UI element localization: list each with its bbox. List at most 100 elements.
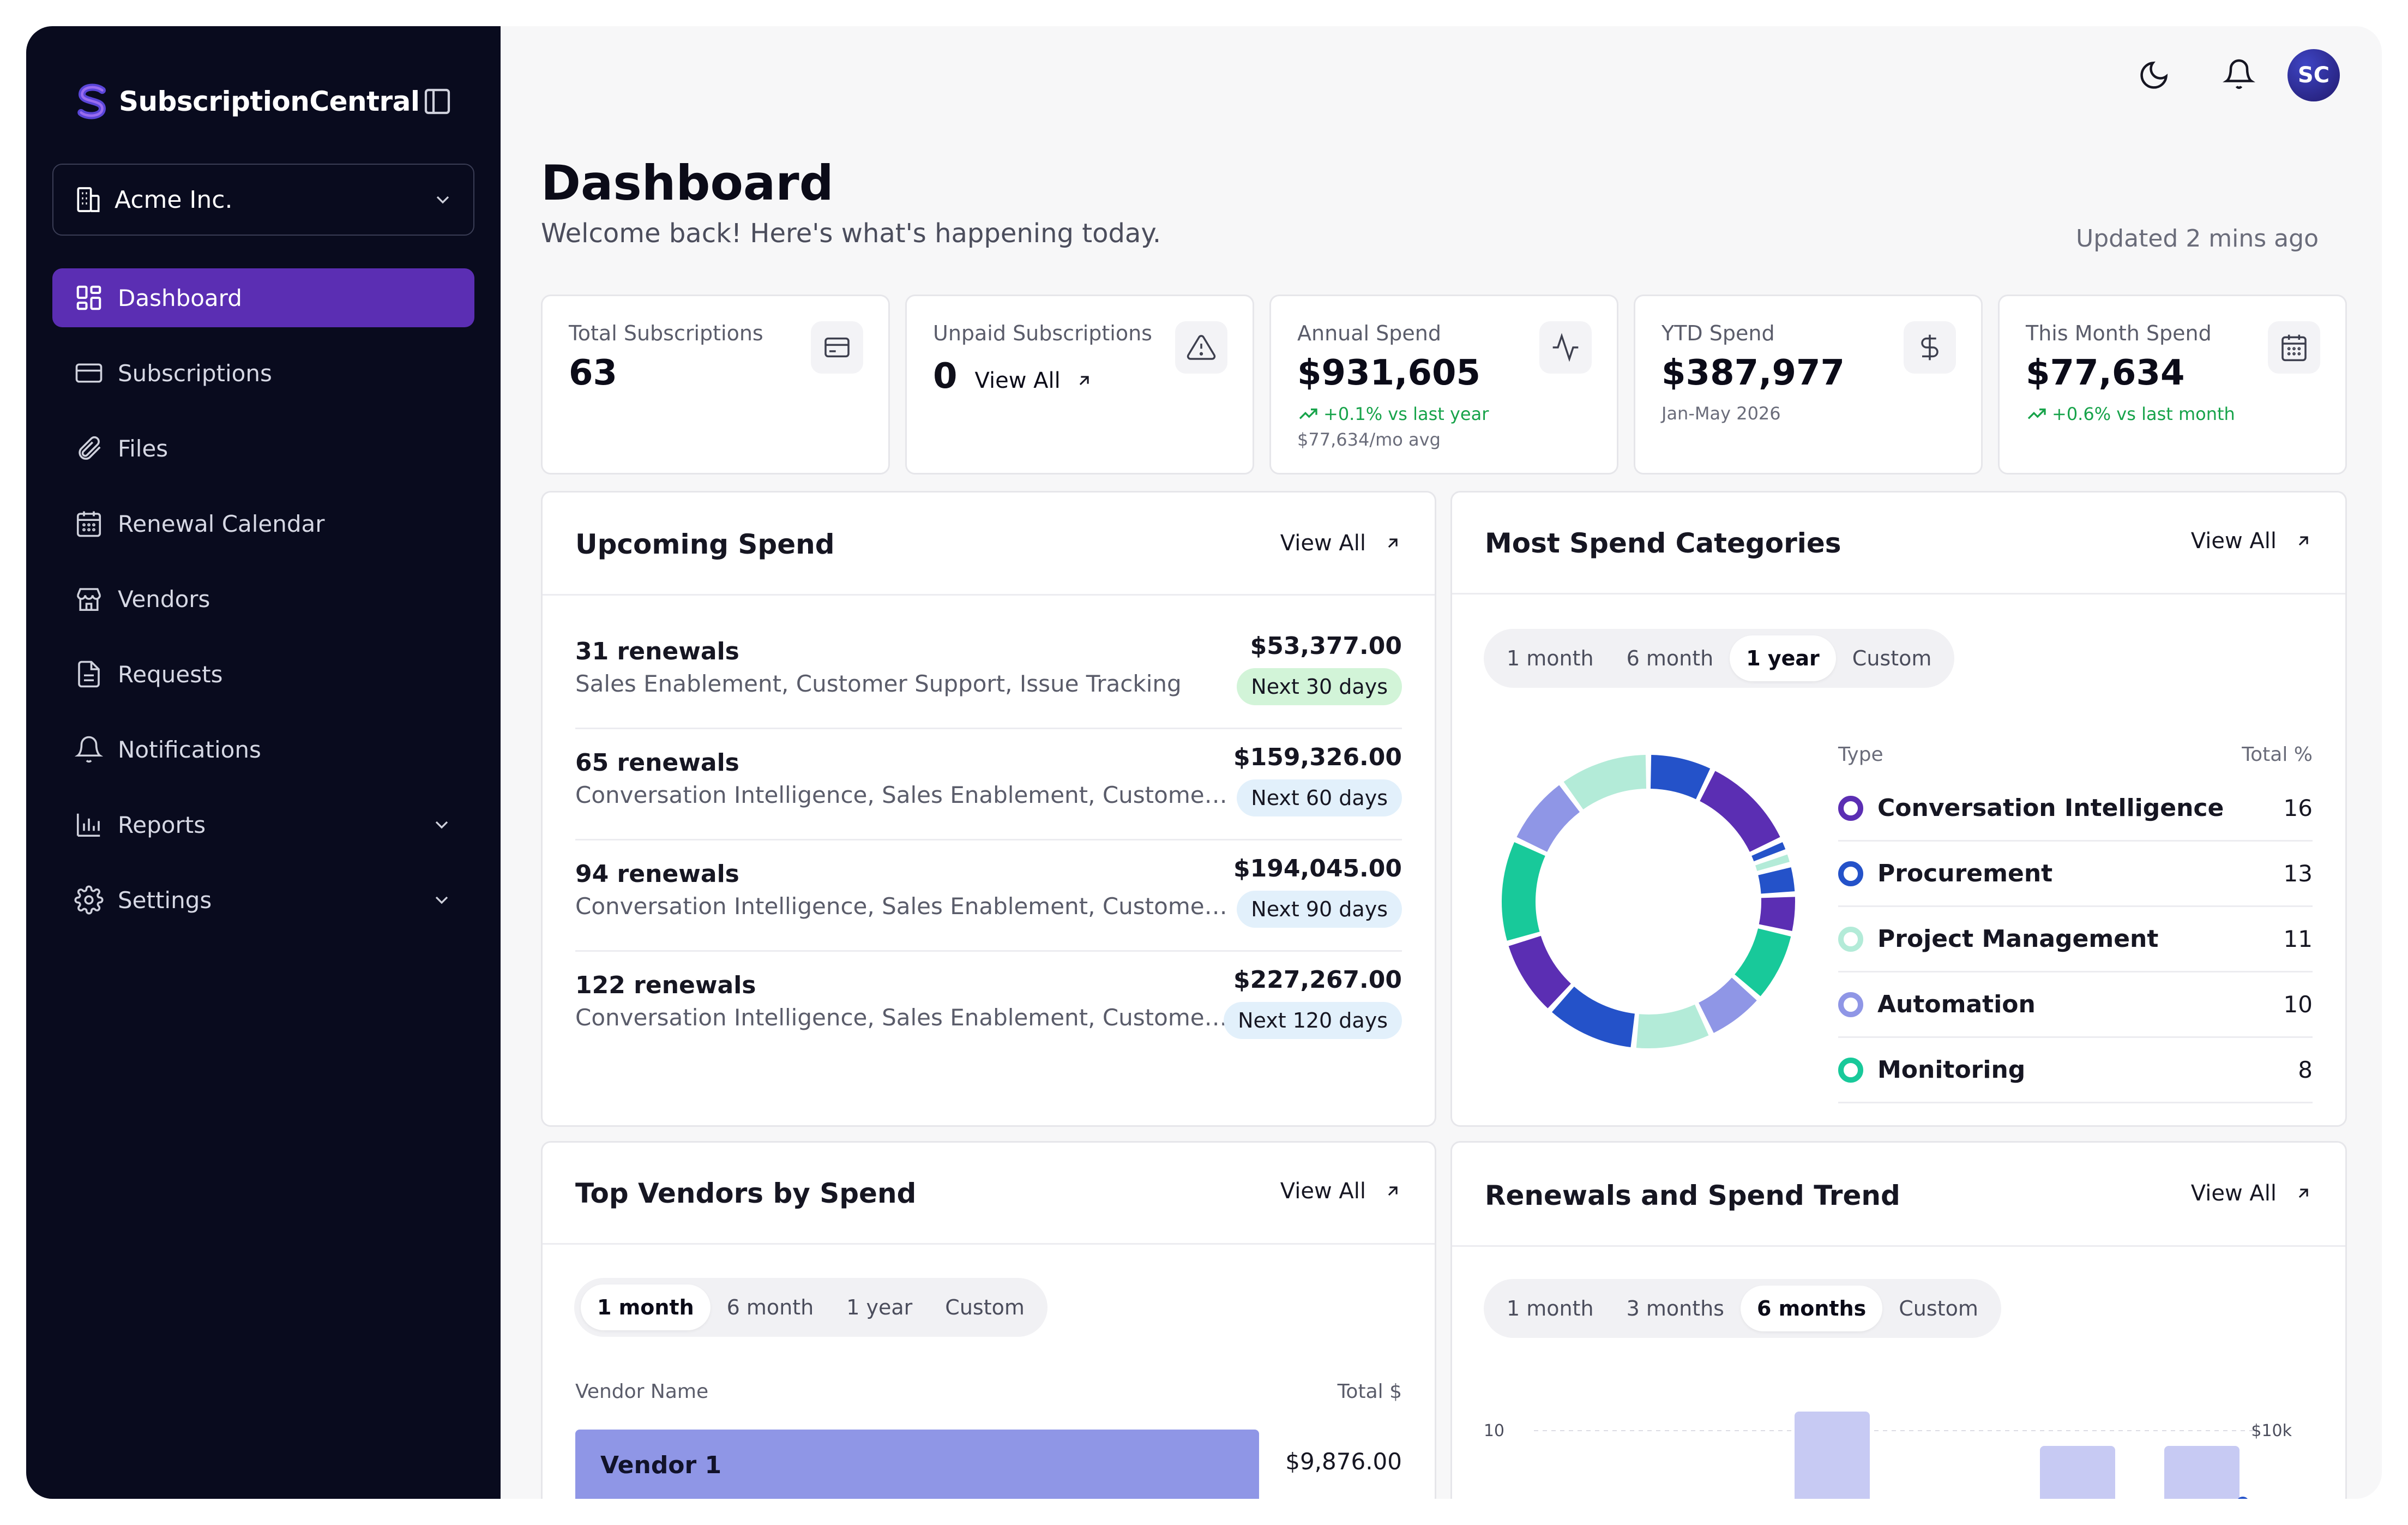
tab-6-month[interactable]: 6 month xyxy=(1626,646,1714,670)
renewal-count: 31 renewals xyxy=(575,638,739,665)
page-title: Dashboard xyxy=(541,155,834,211)
stat-card-annual-spend[interactable]: Annual Spend $931,605 +0.1% vs last year… xyxy=(1269,295,1618,475)
gear-icon xyxy=(74,885,104,915)
donut-segment[interactable] xyxy=(1759,897,1795,931)
dark-mode-moon-icon[interactable] xyxy=(2138,59,2170,92)
stat-icon-box xyxy=(1175,321,1227,374)
vendors-view-all-link[interactable]: View All xyxy=(1280,1179,1402,1204)
page-subtitle: Welcome back! Here's what's happening to… xyxy=(541,218,1161,249)
sidebar-item-requests[interactable]: Requests xyxy=(52,645,474,704)
donut-segment[interactable] xyxy=(1636,1004,1709,1048)
donut-segment[interactable] xyxy=(1502,842,1546,941)
donut-segment[interactable] xyxy=(1650,755,1711,800)
axis-tick-label: $10k xyxy=(2251,1421,2292,1440)
renewal-row[interactable]: 31 renewals Sales Enablement, Customer S… xyxy=(575,618,1402,729)
legend-row[interactable]: Procurement 13 xyxy=(1838,842,2313,907)
stat-card-ytd-spend[interactable]: YTD Spend $387,977 Jan-May 2026 xyxy=(1634,295,1983,475)
trend-bar[interactable] xyxy=(1795,1412,1870,1499)
legend-label: Procurement xyxy=(1877,860,2053,887)
renewal-row[interactable]: 94 renewals Conversation Intelligence, S… xyxy=(575,840,1402,952)
donut-segment[interactable] xyxy=(1734,928,1791,996)
donut-segment[interactable] xyxy=(1755,854,1790,872)
org-selector[interactable]: Acme Inc. xyxy=(52,164,474,236)
last-updated: Updated 2 mins ago xyxy=(2076,225,2319,253)
legend-label: Project Management xyxy=(1877,925,2159,953)
tab-6-month[interactable]: 6 month xyxy=(726,1295,814,1319)
legend-row[interactable]: Automation 10 xyxy=(1838,972,2313,1038)
tab-1-year[interactable]: 1 year xyxy=(1730,635,1836,681)
tab-1-month[interactable]: 1 month xyxy=(1507,1296,1594,1320)
sidebar-item-subscriptions[interactable]: Subscriptions xyxy=(52,344,474,403)
trend-bar[interactable] xyxy=(2164,1446,2240,1499)
period-tabs: 1 month 6 month 1 year Custom xyxy=(1484,629,1955,688)
donut-segment[interactable] xyxy=(1758,867,1795,894)
stat-card-total-subscriptions[interactable]: Total Subscriptions 63 xyxy=(541,295,890,475)
tab-custom[interactable]: Custom xyxy=(1899,1296,1978,1320)
legend-row[interactable]: Project Management 11 xyxy=(1838,907,2313,972)
stat-value: $387,977 xyxy=(1661,353,1845,393)
sidebar-item-reports[interactable]: Reports xyxy=(52,795,474,854)
stat-trend: +0.6% vs last month xyxy=(2026,403,2235,425)
sidebar-item-files[interactable]: Files xyxy=(52,419,474,478)
vendor-amount: $9,876.00 xyxy=(1285,1448,1402,1475)
tab-6-months[interactable]: 6 months xyxy=(1740,1286,1883,1331)
renewal-row[interactable]: 65 renewals Conversation Intelligence, S… xyxy=(575,729,1402,840)
donut-segment[interactable] xyxy=(1552,986,1635,1048)
unpaid-view-all-link[interactable]: View All xyxy=(975,368,1093,393)
sidebar-item-label: Subscriptions xyxy=(118,359,272,387)
renewal-amount: $53,377.00 xyxy=(1250,632,1402,660)
trend-bar[interactable] xyxy=(2040,1446,2115,1499)
upcoming-view-all-link[interactable]: View All xyxy=(1280,531,1402,556)
trend-view-all-link[interactable]: View All xyxy=(2191,1181,2313,1206)
renewal-categories: Conversation Intelligence, Sales Enablem… xyxy=(575,1004,1230,1031)
stat-value: 0 xyxy=(933,356,958,397)
donut-segment[interactable] xyxy=(1563,755,1647,810)
tab-custom[interactable]: Custom xyxy=(945,1295,1025,1319)
tab-3-months[interactable]: 3 months xyxy=(1626,1296,1724,1320)
top-vendors-panel: Top Vendors by Spend View All 1 month 6 … xyxy=(541,1141,1436,1499)
categories-view-all-link[interactable]: View All xyxy=(2191,529,2313,554)
sidebar-item-vendors[interactable]: Vendors xyxy=(52,569,474,628)
donut-segment[interactable] xyxy=(1699,771,1780,852)
spend-trend-point[interactable] xyxy=(2236,1497,2249,1499)
sidebar: SubscriptionCentral Acme Inc. Dashboard … xyxy=(26,26,501,1499)
donut-segment[interactable] xyxy=(1508,935,1572,1008)
stat-value: $77,634 xyxy=(2026,353,2185,393)
renewal-amount: $227,267.00 xyxy=(1233,966,1402,994)
tab-1-month[interactable]: 1 month xyxy=(581,1284,711,1330)
donut-segment[interactable] xyxy=(1751,842,1786,862)
stat-card-this-month-spend[interactable]: This Month Spend $77,634 +0.6% vs last m… xyxy=(1998,295,2347,475)
legend-row[interactable]: Conversation Intelligence 16 xyxy=(1838,776,2313,842)
period-tabs: 1 month 6 month 1 year Custom xyxy=(574,1278,1048,1337)
vendor-bar[interactable]: Vendor 1 xyxy=(575,1430,1259,1499)
divider xyxy=(543,594,1435,596)
renewal-row[interactable]: 122 renewals Conversation Intelligence, … xyxy=(575,952,1402,1063)
legend-row[interactable]: Monitoring 8 xyxy=(1838,1038,2313,1103)
sidebar-item-renewal-calendar[interactable]: Renewal Calendar xyxy=(52,494,474,553)
legend-dot xyxy=(1838,795,1863,821)
sidebar-item-label: Notifications xyxy=(118,736,261,763)
legend-dot xyxy=(1838,992,1863,1017)
stat-title: YTD Spend xyxy=(1661,321,1775,345)
sidebar-item-dashboard[interactable]: Dashboard xyxy=(52,268,474,327)
sidebar-item-notifications[interactable]: Notifications xyxy=(52,720,474,779)
brand[interactable]: SubscriptionCentral xyxy=(72,75,420,128)
renewal-amount: $194,045.00 xyxy=(1233,855,1402,882)
bell-icon xyxy=(74,736,104,763)
trending-up-icon xyxy=(2027,409,2046,419)
donut-segment[interactable] xyxy=(1516,785,1580,852)
tab-1-month[interactable]: 1 month xyxy=(1507,646,1594,670)
stat-title: Annual Spend xyxy=(1297,321,1441,345)
tab-1-year[interactable]: 1 year xyxy=(846,1295,913,1319)
legend-label: Automation xyxy=(1877,990,2036,1018)
donut-segment[interactable] xyxy=(1698,977,1757,1033)
stat-card-unpaid-subscriptions[interactable]: Unpaid Subscriptions 0 View All xyxy=(905,295,1254,475)
sidebar-item-settings[interactable]: Settings xyxy=(52,870,474,929)
stat-trend: +0.1% vs last year xyxy=(1297,403,1489,425)
user-avatar[interactable]: SC xyxy=(2287,49,2340,101)
org-name: Acme Inc. xyxy=(115,185,233,214)
tab-custom[interactable]: Custom xyxy=(1852,646,1932,670)
sidebar-collapse-icon[interactable] xyxy=(422,86,453,117)
renewal-categories: Conversation Intelligence, Sales Enablem… xyxy=(575,782,1230,808)
notification-bell-icon[interactable] xyxy=(2223,58,2255,91)
